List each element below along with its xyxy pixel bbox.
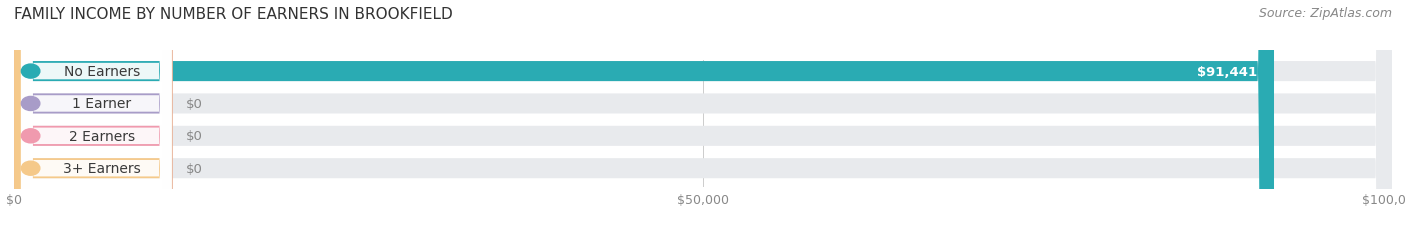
- Text: Source: ZipAtlas.com: Source: ZipAtlas.com: [1258, 7, 1392, 20]
- FancyBboxPatch shape: [14, 0, 1392, 231]
- Ellipse shape: [21, 129, 39, 143]
- FancyBboxPatch shape: [14, 0, 1274, 231]
- FancyBboxPatch shape: [14, 0, 1392, 231]
- Text: No Earners: No Earners: [63, 65, 139, 79]
- Text: $0: $0: [187, 97, 204, 110]
- FancyBboxPatch shape: [14, 0, 173, 231]
- Text: $0: $0: [187, 162, 204, 175]
- FancyBboxPatch shape: [21, 0, 172, 231]
- Ellipse shape: [21, 97, 39, 111]
- Ellipse shape: [21, 161, 39, 176]
- Text: $0: $0: [187, 130, 204, 143]
- Ellipse shape: [21, 65, 39, 79]
- Text: FAMILY INCOME BY NUMBER OF EARNERS IN BROOKFIELD: FAMILY INCOME BY NUMBER OF EARNERS IN BR…: [14, 7, 453, 22]
- Text: 1 Earner: 1 Earner: [72, 97, 131, 111]
- FancyBboxPatch shape: [14, 0, 1392, 231]
- FancyBboxPatch shape: [21, 0, 172, 231]
- FancyBboxPatch shape: [14, 0, 173, 231]
- Text: 2 Earners: 2 Earners: [69, 129, 135, 143]
- Text: 3+ Earners: 3+ Earners: [63, 161, 141, 175]
- FancyBboxPatch shape: [21, 0, 172, 231]
- Text: $91,441: $91,441: [1198, 65, 1257, 78]
- FancyBboxPatch shape: [21, 0, 172, 231]
- FancyBboxPatch shape: [14, 0, 173, 231]
- FancyBboxPatch shape: [14, 0, 1392, 231]
